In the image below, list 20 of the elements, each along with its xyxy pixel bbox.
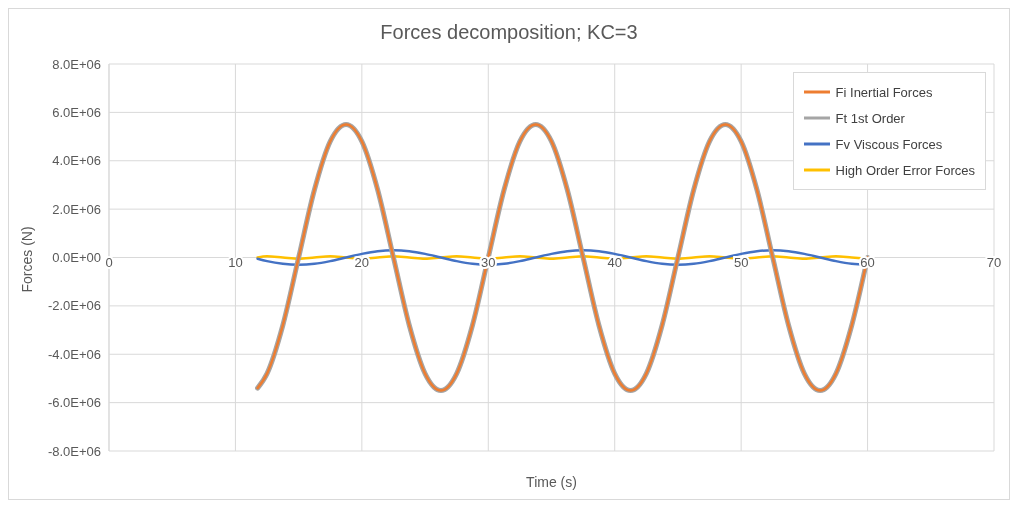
y-tick-label: -8.0E+06 (47, 443, 101, 459)
y-tick-label: 2.0E+06 (52, 201, 101, 217)
y-tick-label: -6.0E+06 (47, 395, 101, 411)
y-tick-label: 4.0E+06 (52, 153, 101, 169)
x-tick-label: 70 (986, 254, 1002, 270)
y-tick-label: 8.0E+06 (52, 56, 101, 72)
y-axis-title: Forces (N) (18, 226, 35, 293)
x-tick-label: 0 (105, 254, 113, 270)
y-tick-label: -2.0E+06 (47, 298, 101, 314)
legend-label: Ft 1st Order (835, 110, 905, 126)
y-tick-label: -4.0E+06 (47, 346, 101, 362)
legend-label: Fi Inertial Forces (835, 84, 933, 100)
y-tick-label: 0.0E+00 (52, 250, 101, 266)
x-tick-label: 10 (228, 254, 243, 270)
legend-label: High Order Error Forces (835, 162, 975, 178)
x-tick-label: 30 (481, 254, 496, 270)
y-tick-label: 6.0E+06 (52, 104, 101, 120)
legend-label: Fv Viscous Forces (835, 136, 943, 152)
x-axis-title: Time (s) (526, 474, 577, 490)
chart-title: Forces decomposition; KC=3 (379, 21, 639, 44)
